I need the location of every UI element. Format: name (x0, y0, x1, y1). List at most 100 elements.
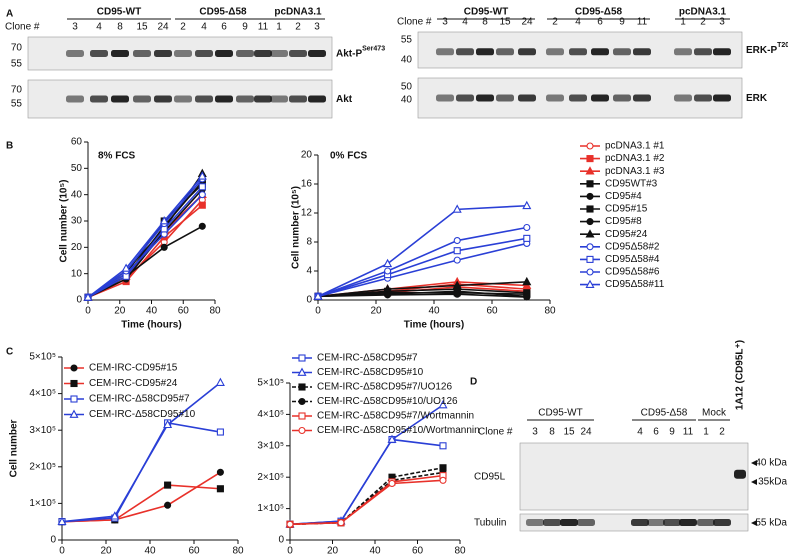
lane-label: 4 (201, 22, 207, 33)
blot-band (647, 519, 665, 526)
blot-band (90, 95, 108, 103)
blot-band (496, 94, 514, 102)
blot-band (674, 48, 692, 56)
marker (523, 223, 531, 232)
y-tick-label: 3×10⁵ (29, 425, 56, 436)
x-tick-label: 40 (369, 546, 381, 555)
blot-band (613, 48, 631, 56)
marker (163, 419, 173, 429)
lane-label: 2 (180, 22, 186, 33)
mw-marker: 70 (11, 43, 23, 54)
blot-band (679, 519, 697, 526)
y-tick-label: 16 (301, 179, 313, 190)
marker (197, 171, 207, 180)
blot-band (154, 95, 172, 103)
row-label-text: ERK (746, 93, 768, 104)
x-tick-label: 60 (178, 306, 190, 317)
blot-band (66, 95, 84, 103)
blot-band (518, 48, 536, 56)
group-label: CD95-WT (464, 7, 508, 18)
blot-band (663, 519, 681, 526)
y-tick-label: 0 (76, 295, 82, 306)
blot-band (631, 519, 649, 526)
lane-label: 8 (482, 17, 488, 28)
legend-label: pcDNA3.1 #1 (605, 141, 665, 152)
marker (313, 291, 323, 300)
marker (438, 400, 448, 409)
series-line (61, 421, 221, 523)
series-line (87, 204, 203, 299)
y-tick-label: 20 (301, 150, 313, 161)
marker (57, 516, 67, 526)
blot-band (591, 48, 609, 56)
marker (83, 292, 93, 301)
lane-label: 1 (680, 17, 686, 28)
x-tick-label: 0 (59, 546, 65, 555)
y-tick-label: 2×10⁵ (29, 461, 56, 472)
x-tick-label: 0 (85, 306, 91, 317)
legend-label: CD95#8 (605, 216, 642, 227)
legend-label: CEM-IRC-Δ58CD95#7/UO126 (317, 382, 452, 393)
mw-arrow (751, 479, 757, 485)
blot-band (236, 95, 254, 103)
clone-label: Clone # (5, 22, 40, 33)
marker (586, 255, 594, 263)
blot-band (436, 48, 454, 56)
series-line (317, 226, 527, 298)
lane-label: 24 (580, 427, 592, 438)
row-label-superscript: T202/Y204 (777, 42, 788, 49)
marker (586, 205, 594, 213)
marker (384, 291, 392, 299)
legend-label: CEM-IRC-Δ58CD95#10 (317, 367, 424, 378)
mw-marker: 40 (401, 95, 413, 106)
marker (164, 481, 172, 489)
blot-band (456, 94, 474, 102)
marker (452, 204, 462, 213)
row-label: ERK (746, 93, 768, 104)
legend-label: CD95Δ58#4 (605, 254, 660, 265)
lane-label: 9 (669, 427, 675, 438)
group-label: pcDNA3.1 (679, 7, 727, 18)
group-label: pcDNA3.1 (274, 7, 322, 18)
mw-marker: 55 kDa (755, 518, 787, 529)
blot-band (254, 50, 272, 57)
group-label: CD95-WT (97, 7, 141, 18)
marker (586, 155, 594, 163)
y-tick-label: 2×10⁵ (257, 472, 284, 483)
blot-band (270, 95, 288, 103)
blot-band (546, 94, 564, 102)
legend-label: CEM-IRC-Δ58CD95#7/Wortmannin (317, 411, 474, 422)
lane-label: 4 (575, 17, 581, 28)
lane-label: 9 (242, 22, 248, 33)
marker (384, 267, 392, 275)
blot-band (456, 48, 474, 56)
blot-band (713, 48, 731, 56)
row-label-text: Akt-P (336, 48, 362, 59)
marker (453, 237, 461, 245)
mw-marker: 55 (401, 35, 413, 46)
blot-band (289, 95, 307, 103)
lane-label: 15 (563, 427, 575, 438)
lane-label: 4 (637, 427, 643, 438)
blot-band (195, 95, 213, 103)
series-line (87, 188, 203, 299)
legend-label: pcDNA3.1 #2 (605, 153, 665, 164)
marker (383, 284, 393, 293)
x-tick-label: 60 (412, 546, 424, 555)
y-axis-label: Cell number (10⁵) (59, 179, 70, 262)
group-label: CD95-Δ58 (575, 7, 623, 18)
marker (439, 442, 447, 450)
blot-band (546, 48, 564, 56)
row-label: Tubulin (474, 517, 506, 528)
lane-label: 1 (703, 427, 709, 438)
lane-label: 11 (637, 17, 648, 28)
series-line (317, 281, 527, 298)
legend-label: CD95Δ58#2 (605, 241, 660, 252)
lane-label: 2 (700, 17, 706, 28)
lane-label: 8 (549, 427, 555, 438)
marker (198, 222, 206, 230)
clone-label: Clone # (478, 427, 513, 438)
lane-label: 15 (136, 22, 148, 33)
lane-label: 3 (442, 17, 448, 28)
